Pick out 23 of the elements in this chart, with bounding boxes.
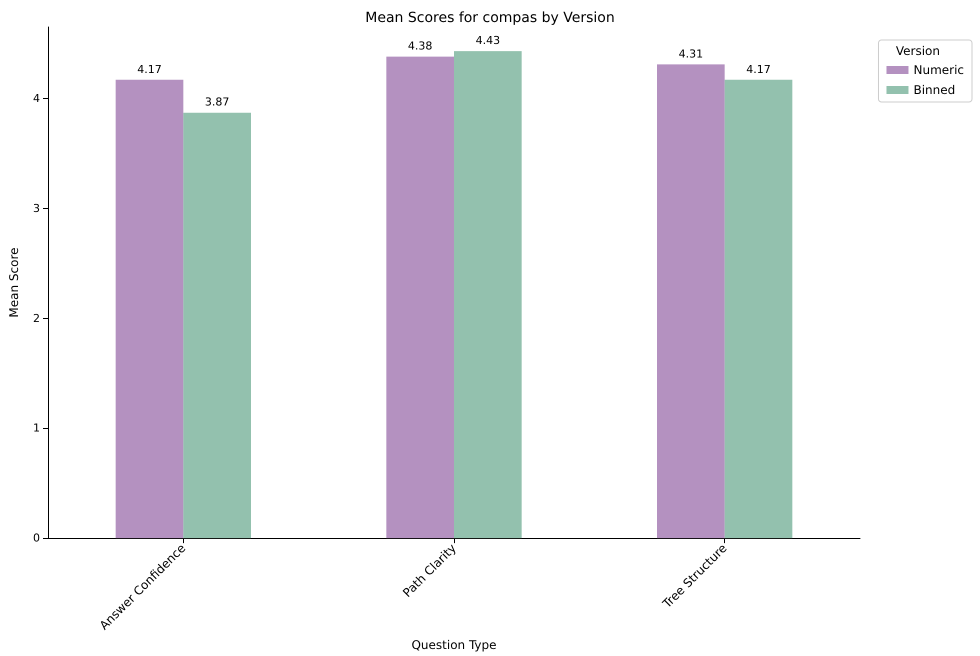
data-label: 3.87: [204, 96, 230, 109]
bar: [724, 80, 792, 538]
x-axis-title: Question Type: [411, 638, 497, 652]
data-label: 4.17: [746, 62, 771, 76]
legend-label: Numeric: [913, 63, 964, 77]
bar: [657, 64, 725, 538]
data-label: 4.43: [476, 34, 500, 48]
y-tick-label: 3: [33, 202, 40, 215]
y-tick-label: 2: [33, 312, 40, 325]
data-label: 4.17: [137, 62, 162, 76]
bar: [183, 112, 251, 538]
legend-label: Binned: [913, 83, 956, 97]
data-label: 4.31: [678, 47, 704, 60]
bar: [454, 51, 522, 538]
y-tick-label: 0: [33, 532, 40, 545]
bar: [386, 56, 454, 538]
bar: [116, 80, 184, 538]
chart-title: Mean Scores for compas by Version: [365, 10, 615, 26]
y-axis-title: Mean Score: [7, 247, 21, 318]
legend-title: Version: [896, 44, 940, 58]
y-tick-label: 4: [33, 92, 40, 105]
data-label: 4.38: [408, 40, 432, 53]
y-tick-label: 1: [33, 422, 40, 435]
